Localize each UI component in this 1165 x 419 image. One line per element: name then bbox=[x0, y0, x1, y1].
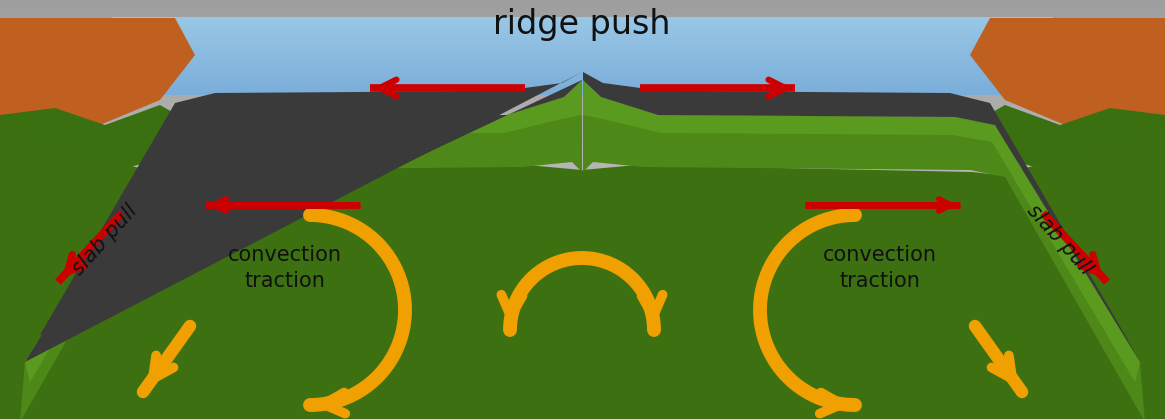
Text: slab pull: slab pull bbox=[69, 201, 142, 279]
Polygon shape bbox=[0, 105, 195, 178]
Polygon shape bbox=[24, 80, 582, 382]
Text: convection
traction: convection traction bbox=[228, 245, 343, 291]
Polygon shape bbox=[0, 130, 582, 419]
Polygon shape bbox=[582, 80, 1145, 419]
Polygon shape bbox=[970, 105, 1165, 178]
Polygon shape bbox=[582, 72, 1141, 362]
Polygon shape bbox=[0, 18, 195, 130]
Polygon shape bbox=[24, 72, 582, 362]
Polygon shape bbox=[970, 18, 1165, 130]
Polygon shape bbox=[582, 130, 1165, 419]
Text: slab pull: slab pull bbox=[1023, 201, 1096, 279]
Polygon shape bbox=[20, 80, 582, 419]
Text: convection
traction: convection traction bbox=[822, 245, 937, 291]
Text: ridge push: ridge push bbox=[493, 8, 671, 41]
Polygon shape bbox=[582, 80, 1141, 382]
